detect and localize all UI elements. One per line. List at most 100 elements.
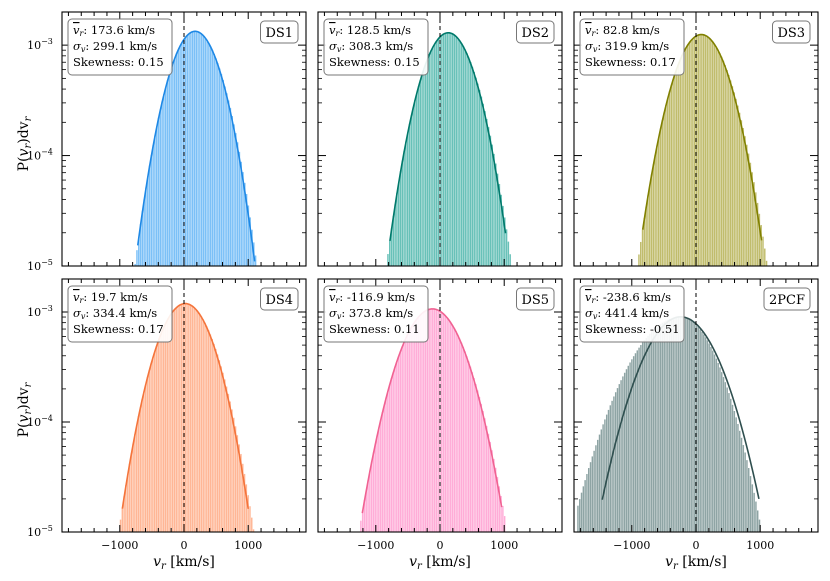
histogram-bar (728, 393, 730, 532)
histogram-bar (742, 128, 744, 266)
panel-ds4: −1000 0 1000 10−5 10−4 10−3 vr: 19.7 km/sσv: 3… (27, 278, 307, 552)
histogram-bar (218, 360, 221, 532)
histogram-bar (647, 195, 649, 266)
histogram-bar (215, 348, 217, 532)
histogram-bar (213, 343, 215, 532)
histogram-bar (123, 496, 125, 532)
histogram-bar (462, 46, 465, 266)
histogram-bar (650, 331, 653, 532)
histogram-bar (665, 105, 667, 266)
histogram-bar (737, 105, 739, 266)
histogram-bar (433, 43, 436, 266)
histogram-bar (139, 223, 142, 266)
histogram-bar (748, 468, 750, 532)
histogram-bar (195, 309, 197, 532)
histogram-bar (177, 49, 180, 266)
dispersion-text: σv: 441.4 km/s (585, 306, 669, 321)
histogram-bar (468, 57, 470, 266)
histogram-bar (722, 60, 725, 266)
histogram-bar (758, 213, 761, 266)
histogram-bar (170, 68, 172, 266)
histogram-bar (135, 424, 138, 532)
histogram-bar (372, 452, 375, 532)
dataset-label-box (260, 20, 299, 44)
histogram-bar (679, 59, 682, 266)
histogram-bar (156, 126, 158, 266)
histogram-bar (138, 236, 140, 266)
histogram-bar (252, 529, 255, 532)
histogram-bar (453, 328, 456, 532)
histogram-bar (450, 33, 452, 266)
histogram-bar (466, 53, 468, 266)
histogram-bar (181, 42, 183, 266)
dataset-label-box (260, 287, 299, 311)
histogram-bar (758, 519, 761, 532)
histogram-bar (153, 351, 156, 532)
histogram-bar (677, 63, 680, 266)
histogram-bar (439, 36, 441, 266)
histogram-bar (620, 380, 622, 532)
histogram-bar (500, 496, 502, 532)
histogram-bar (457, 334, 459, 532)
histogram-bar (121, 507, 124, 532)
histogram-bar (692, 38, 694, 266)
histogram-bar (674, 73, 676, 266)
histogram-bar (184, 303, 186, 532)
skewness-text: Skewness: 0.11 (329, 322, 420, 336)
histogram-bar (690, 40, 692, 266)
histogram-bar (731, 404, 734, 532)
histogram-bar (737, 423, 739, 532)
histogram-bar (496, 476, 499, 532)
histogram-bar (222, 372, 224, 532)
histogram-bar (726, 69, 728, 266)
histogram-bar (625, 369, 628, 532)
histogram-bar (631, 359, 633, 532)
histogram-bar (674, 317, 676, 532)
histogram-bar (482, 103, 484, 266)
gaussian-fit-line (136, 30, 256, 262)
histogram-bar (408, 330, 411, 532)
histogram-bar (661, 120, 664, 266)
histogram-bar (675, 68, 678, 266)
dispersion-text: σv: 373.8 km/s (329, 306, 413, 321)
histogram-bar (672, 317, 674, 532)
histogram-bar (455, 331, 457, 532)
histogram-bar (242, 463, 244, 532)
histogram-bar (245, 484, 248, 532)
histogram-bar (423, 311, 425, 532)
dispersion-text: σv: 308.3 km/s (329, 39, 413, 54)
histogram-bar (141, 399, 143, 532)
y-tick-label: 10−3 (27, 37, 53, 52)
histogram-bar (746, 144, 748, 266)
histogram-bar (486, 118, 488, 266)
histogram-bar (361, 510, 364, 532)
histogram-bar (627, 365, 629, 532)
histogram-bar (193, 31, 196, 266)
x-tick-label: −1000 (101, 539, 138, 552)
histogram-bar (753, 182, 755, 266)
histogram-bar (146, 376, 149, 532)
x-tick-label: 1000 (490, 539, 518, 552)
histogram-bar (487, 433, 490, 532)
histogram-bar (706, 340, 709, 532)
histogram-bar (632, 356, 635, 532)
histogram-bar (717, 362, 719, 532)
histogram-bar (251, 229, 253, 266)
histogram-bar (163, 94, 165, 266)
histogram-bar (712, 350, 714, 532)
histogram-bar (390, 228, 393, 266)
histogram-bar (152, 145, 154, 266)
histogram-bar (701, 34, 703, 266)
skewness-text: Skewness: 0.15 (329, 55, 420, 69)
histogram-bar (679, 316, 682, 532)
histogram-bar (233, 124, 235, 266)
histogram-bar (485, 425, 488, 532)
histogram-bar (605, 414, 608, 532)
histogram-bar (667, 319, 669, 532)
histogram-bar (457, 38, 459, 266)
histogram-bar (220, 366, 222, 532)
histogram-bar (721, 372, 723, 532)
histogram-bar (365, 489, 367, 532)
histogram-bar (216, 354, 219, 532)
histogram-bar (708, 343, 710, 532)
